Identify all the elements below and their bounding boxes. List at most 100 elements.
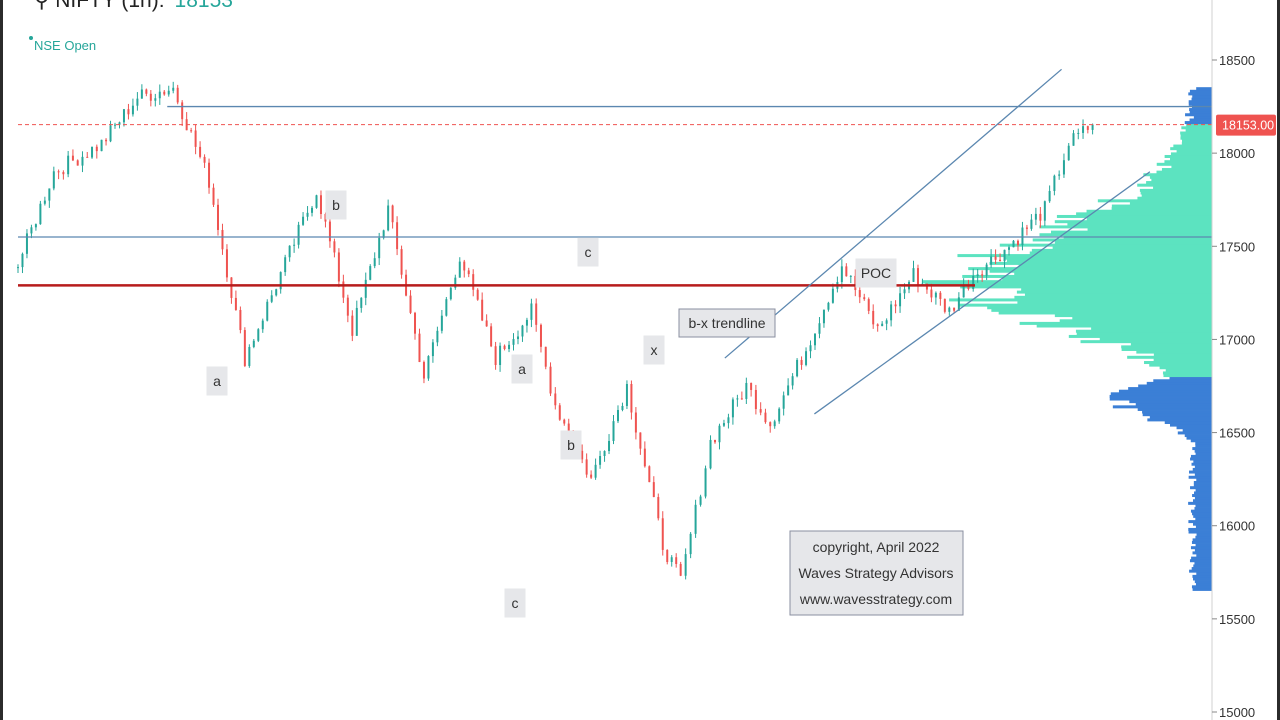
candle-body <box>248 346 251 366</box>
candle-body <box>288 245 291 258</box>
symbol-label[interactable]: NIFTY (1h): <box>55 0 165 12</box>
candle-body <box>727 417 730 424</box>
candle-body <box>840 266 843 283</box>
candle-body <box>599 456 602 465</box>
candle-body <box>894 304 897 307</box>
candle-body <box>172 87 175 91</box>
candle-body <box>140 89 143 99</box>
profile-bar <box>1196 533 1212 537</box>
candle-body <box>972 275 975 289</box>
profile-bar <box>1195 444 1212 448</box>
candle-body <box>167 90 170 95</box>
candle-body <box>373 258 376 267</box>
candle-body <box>490 326 493 347</box>
profile-bar <box>1195 441 1212 445</box>
candle-body <box>1053 175 1056 191</box>
candle-body <box>1003 249 1006 262</box>
candle-body <box>594 464 597 478</box>
profile-bar <box>957 254 1212 258</box>
candle-body <box>30 227 33 234</box>
profile-bar <box>1054 241 1212 245</box>
profile-bar <box>1128 387 1212 391</box>
candle-body <box>396 222 399 250</box>
profile-bar <box>1019 321 1212 325</box>
candle-body <box>939 292 942 299</box>
candle-body <box>1034 213 1037 220</box>
candle-body <box>342 281 345 298</box>
profile-bar <box>1164 160 1212 164</box>
candle-body <box>967 284 970 289</box>
candle-body <box>616 409 619 422</box>
profile-bar <box>1189 569 1212 573</box>
profile-bar <box>1153 379 1212 383</box>
candle-body <box>360 297 363 308</box>
candle-body <box>899 293 902 307</box>
profile-bar <box>1171 165 1212 169</box>
candle-body <box>257 329 260 341</box>
candle-body <box>297 224 300 245</box>
profile-bar <box>1153 353 1212 357</box>
candle-body <box>81 156 84 166</box>
profile-bar <box>1195 517 1212 521</box>
profile-bar <box>1188 100 1212 104</box>
wave-label: b <box>332 197 340 213</box>
profile-bar <box>1039 225 1212 229</box>
candle-body <box>684 554 687 576</box>
search-icon[interactable]: ⚲ <box>34 0 50 12</box>
profile-bar <box>1180 134 1212 138</box>
profile-bar <box>1059 319 1212 323</box>
profile-bar <box>1072 316 1212 320</box>
profile-bar <box>1039 233 1212 237</box>
profile-bar <box>1196 478 1212 482</box>
profile-bar <box>1185 128 1212 132</box>
candle-body <box>279 272 282 290</box>
candle-body <box>485 320 488 327</box>
profile-bar <box>1190 546 1212 550</box>
profile-bar <box>1146 381 1212 385</box>
candle-body <box>796 359 799 377</box>
candle-body <box>800 359 803 365</box>
candle-body <box>827 302 830 310</box>
profile-bar <box>1146 181 1212 185</box>
candle-body <box>34 224 37 228</box>
candle-body <box>1039 213 1042 221</box>
candle-body <box>1082 126 1085 133</box>
channel-lower-line <box>814 171 1151 415</box>
candle-body <box>957 297 960 311</box>
candle-body <box>516 336 519 340</box>
profile-bar <box>1018 264 1212 268</box>
profile-bar <box>1111 204 1212 208</box>
candle-body <box>612 421 615 441</box>
profile-bar <box>1086 217 1212 221</box>
profile-bar <box>1144 361 1212 365</box>
profile-bar <box>1142 413 1212 417</box>
profile-bar <box>1147 418 1212 422</box>
profile-bar <box>1192 574 1212 578</box>
profile-bar <box>1075 329 1212 333</box>
candle-body <box>494 346 497 365</box>
last-value: 18153 <box>174 0 233 12</box>
candle-body <box>311 207 314 213</box>
profile-bar <box>1112 405 1212 409</box>
candle-body <box>194 130 197 147</box>
price-axis[interactable]: 18500 18000 17500 17000 16500 16000 15500 15000… <box>1211 0 1276 720</box>
wave-label: x <box>651 342 658 358</box>
candle-body <box>499 345 502 365</box>
profile-bar <box>1067 222 1212 226</box>
candle-body <box>934 292 937 298</box>
profile-bar <box>1118 389 1212 393</box>
candle-body <box>581 450 584 460</box>
profile-bar <box>959 303 1212 307</box>
profile-bar <box>1176 149 1212 153</box>
candle-body <box>163 91 166 95</box>
candle-body <box>699 496 702 505</box>
profile-bar <box>1192 538 1212 542</box>
candle-body <box>625 383 628 406</box>
profile-bar <box>1191 567 1212 571</box>
profile-bar <box>1087 228 1212 232</box>
candle-body <box>337 252 340 282</box>
candle-body <box>154 98 157 101</box>
wave-label: c <box>585 244 592 260</box>
